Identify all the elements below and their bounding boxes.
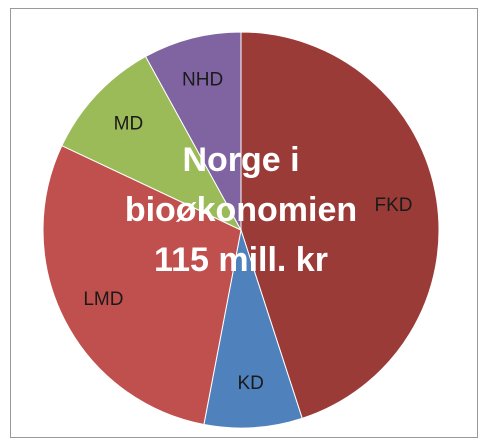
pie-slice <box>61 55 243 232</box>
slice-label: NHD <box>182 69 223 90</box>
slice-label: LMD <box>83 289 123 310</box>
pie-slice <box>203 229 303 429</box>
slice-label: MD <box>114 113 144 134</box>
chart-title: 115 mill. kr <box>154 241 328 279</box>
pie-slice <box>144 31 242 231</box>
pie-slice <box>42 145 242 426</box>
slice-label: KD <box>237 373 263 394</box>
slice-label: FKD <box>375 195 413 216</box>
chart-title: Norge i <box>182 141 299 179</box>
pie-slice <box>240 31 440 419</box>
chart-title: bioøkonomien <box>125 191 357 229</box>
